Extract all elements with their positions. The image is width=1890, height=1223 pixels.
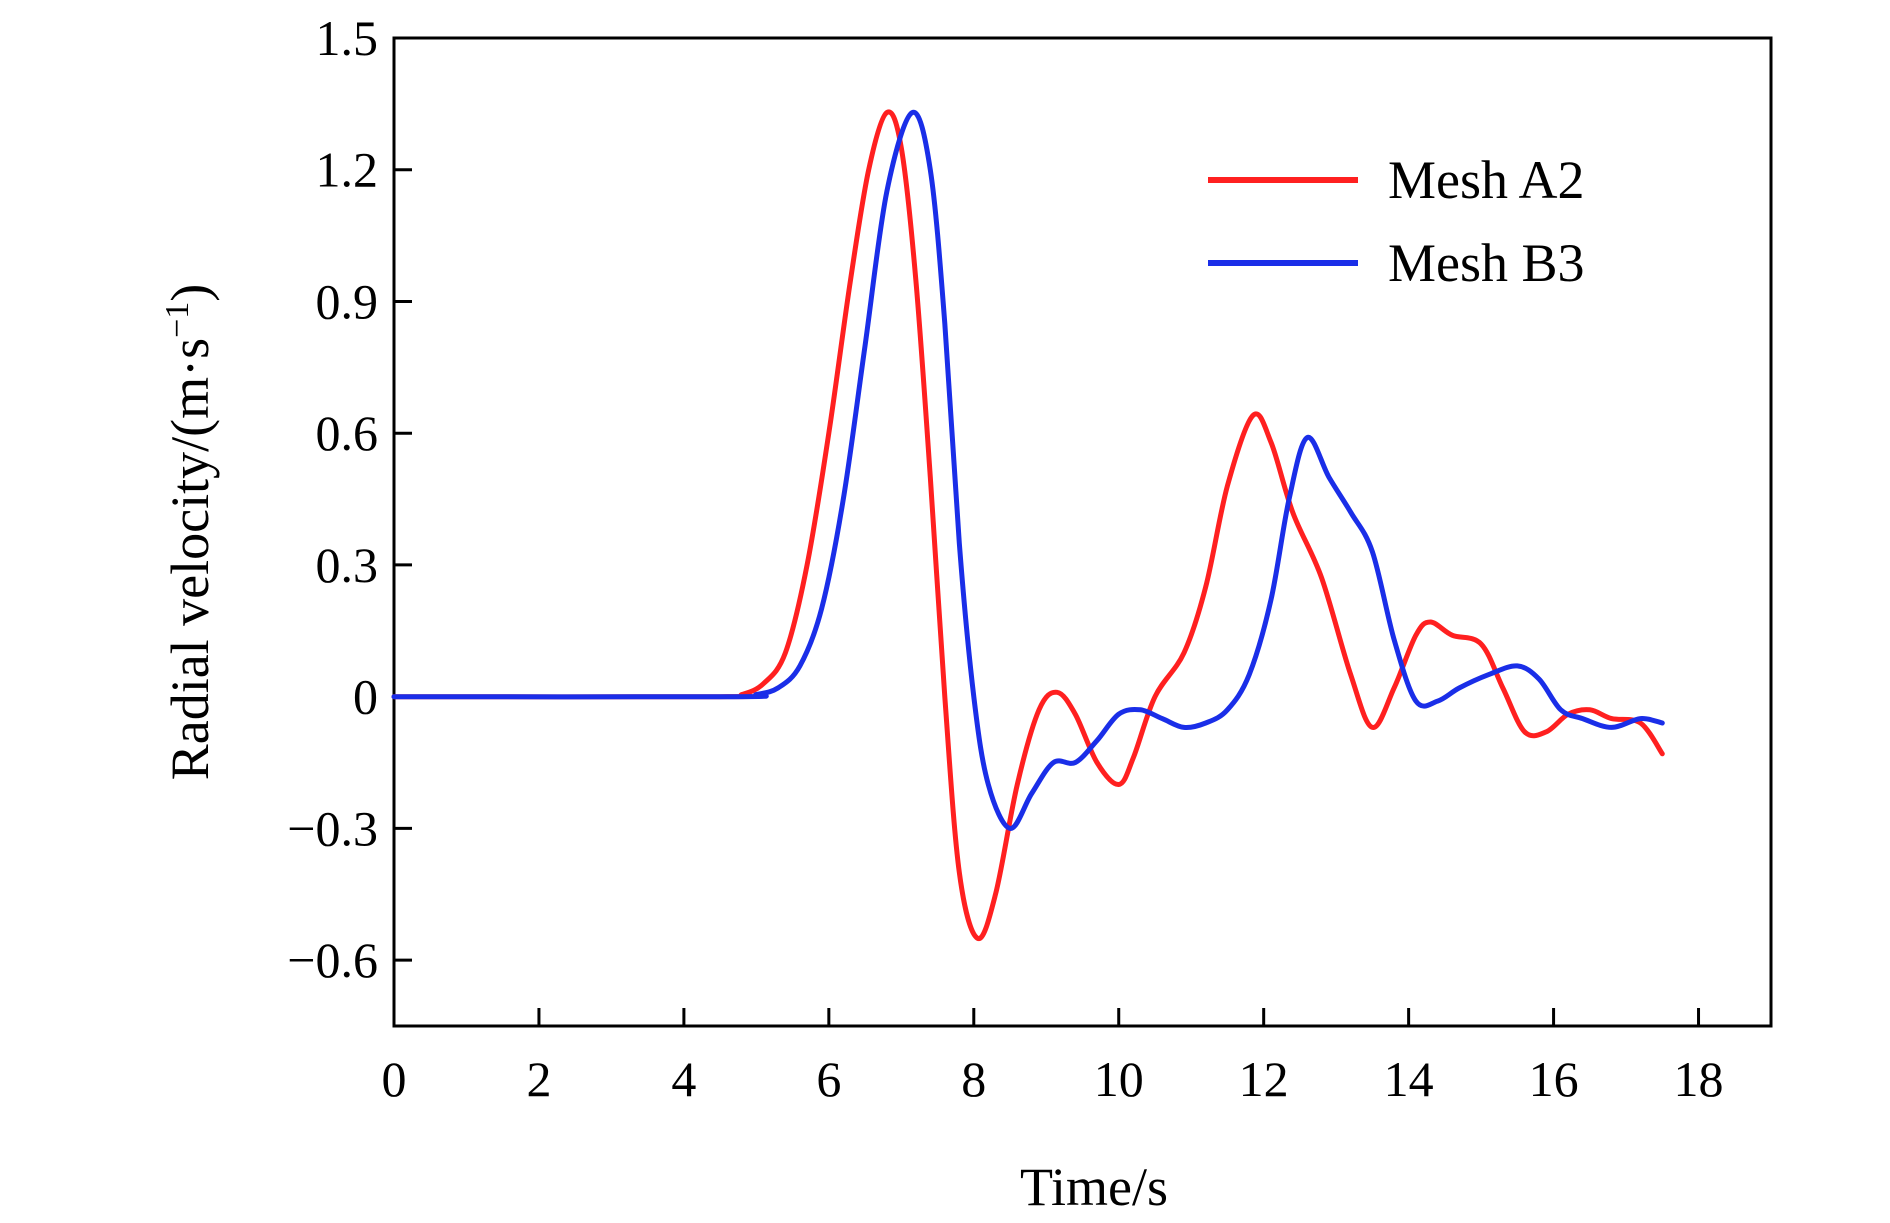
y-tick-label: 0.9 [316, 273, 379, 329]
legend-label: Mesh A2 [1388, 150, 1585, 210]
y-tick-label: −0.6 [287, 932, 378, 988]
y-axis: −0.6 −0.3 0 0.3 0.6 0.9 1.2 1.5 [287, 10, 412, 988]
y-axis-title-main: Radial velocity/(m·s [160, 338, 220, 780]
legend-label: Mesh B3 [1388, 233, 1585, 293]
x-tick-label: 18 [1674, 1051, 1724, 1107]
x-axis: 0 2 4 6 8 10 12 14 16 18 [382, 1008, 1724, 1107]
series-layer [391, 109, 1665, 941]
x-tick-label: 2 [526, 1051, 551, 1107]
y-axis-title-sup: −1 [159, 302, 196, 338]
y-axis-title-group: Radial velocity/(m·s−1) [159, 284, 220, 781]
y-tick-label: 0.3 [316, 537, 379, 593]
y-tick-label: −0.3 [287, 800, 378, 856]
y-axis-title-close: ) [160, 284, 220, 302]
x-tick-label: 6 [816, 1051, 841, 1107]
y-tick-label: 1.5 [316, 10, 379, 66]
y-axis-title: Radial velocity/(m·s−1) [159, 284, 220, 781]
x-tick-label: 0 [382, 1051, 407, 1107]
legend: Mesh A2 Mesh B3 [1208, 150, 1585, 293]
y-tick-label: 0 [353, 669, 378, 725]
plot-frame [392, 36, 1773, 1028]
x-tick-label: 10 [1094, 1051, 1144, 1107]
series-line-mesh-a2 [391, 109, 1665, 941]
x-tick-label: 4 [671, 1051, 696, 1107]
x-axis-title: Time/s [1020, 1157, 1168, 1217]
x-tick-label: 16 [1529, 1051, 1579, 1107]
series-line-mesh-b3 [391, 109, 1665, 831]
x-tick-label: 12 [1239, 1051, 1289, 1107]
y-tick-label: 1.2 [316, 142, 379, 198]
x-tick-label: 8 [961, 1051, 986, 1107]
y-tick-label: 0.6 [316, 405, 379, 461]
x-tick-label: 14 [1384, 1051, 1434, 1107]
